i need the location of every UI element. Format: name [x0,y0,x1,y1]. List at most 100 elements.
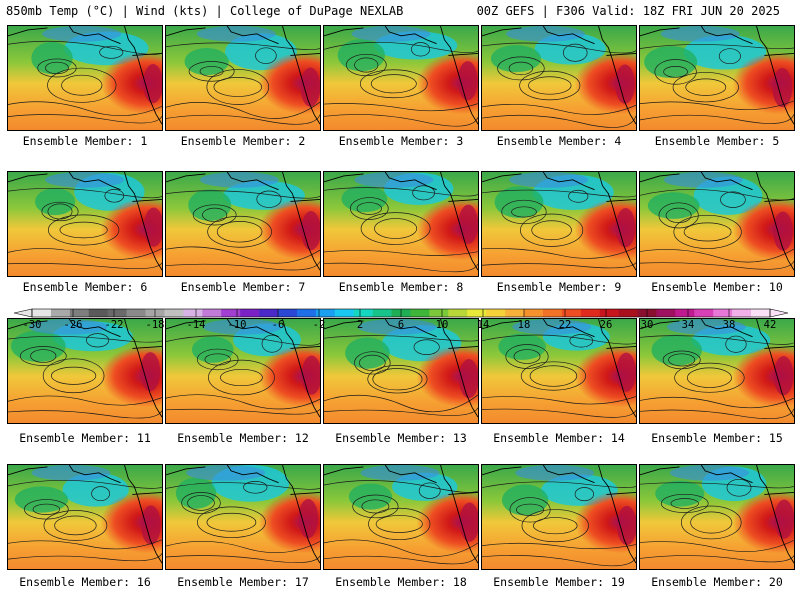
colorbar-tick-label: 10 [436,319,449,331]
colorbar-tick-label: 42 [764,319,777,331]
colorbar-tick-label: -26 [64,319,83,331]
colorbar-swatch [524,309,544,317]
colorbar-swatch [240,309,260,317]
ensemble-member-map [639,171,795,277]
ensemble-member-label: Ensemble Member: 5 [654,134,780,148]
colorbar-swatch [107,309,127,317]
ensemble-member-map [481,25,637,131]
ensemble-member-map [323,318,479,424]
colorbar-tick-label: -2 [313,319,326,331]
ensemble-member-label: Ensemble Member: 20 [651,575,783,589]
colorbar-swatch [410,309,430,317]
colorbar-swatch [259,309,279,317]
colorbar-tick-label: -18 [146,319,165,331]
ensemble-member-map [165,171,321,277]
ensemble-member-map [323,464,479,570]
colorbar-swatch [164,309,184,317]
colorbar-max-arrow [769,308,789,318]
colorbar-swatch [126,309,146,317]
ensemble-member-label: Ensemble Member: 9 [496,280,622,294]
colorbar-swatch [675,309,695,317]
colorbar-swatch [50,309,71,317]
colorbar-tick-label: 30 [641,319,654,331]
colorbar-swatch [315,309,336,317]
colorbar-swatch [221,309,241,317]
colorbar-swatch [202,309,222,317]
ensemble-member-map [639,25,795,131]
colorbar-tick-label: -14 [187,319,206,331]
colorbar-swatch [580,309,600,317]
ensemble-member-label: Ensemble Member: 19 [493,575,625,589]
temperature-colorbar: -30 -26 -22 -18 -14 -10 -6 -2 2 6 10 14 18 22 26 30 34 38… [13,308,789,331]
ensemble-member-label: Ensemble Member: 8 [338,280,464,294]
colorbar-swatch [599,309,619,317]
ensemble-member-map [165,25,321,131]
colorbar-swatch [561,309,582,317]
colorbar-swatch [353,309,373,317]
colorbar-swatch [618,309,638,317]
colorbar-swatch [183,309,203,317]
colorbar-swatch [751,309,771,317]
colorbar-tick-label: 2 [357,319,363,331]
ensemble-member-map [7,318,163,424]
colorbar-tick-label: 38 [723,319,736,331]
colorbar-tick-label: -10 [228,319,247,331]
ensemble-member-label: Ensemble Member: 6 [22,280,148,294]
colorbar-tick-label: 6 [398,319,404,331]
colorbar-swatch [32,309,52,317]
colorbar-swatch [713,309,733,317]
colorbar-swatch [486,309,506,317]
colorbar-swatch [372,309,392,317]
ensemble-member-map [165,318,321,424]
ensemble-member-map [7,464,163,570]
colorbar-tick-label: -6 [272,319,285,331]
colorbar-swatch [296,309,317,317]
ensemble-member-label: Ensemble Member: 10 [651,280,783,294]
colorbar-swatch [429,309,449,317]
ensemble-member-map [639,318,795,424]
colorbar-swatch [278,309,298,317]
ensemble-member-map [323,25,479,131]
colorbar-swatch [448,309,468,317]
colorbar-tick-label: -22 [105,319,124,331]
colorbar-tick-label: 34 [682,319,695,331]
ensemble-member-label: Ensemble Member: 17 [177,575,309,589]
ensemble-member-map [481,464,637,570]
ensemble-member-label: Ensemble Member: 2 [180,134,306,148]
ensemble-member-map [7,171,163,277]
colorbar-swatch [467,309,487,317]
ensemble-member-map [7,25,163,131]
colorbar-min-arrow [13,308,33,318]
ensemble-member-label: Ensemble Member: 18 [335,575,467,589]
colorbar-tick-label: 18 [518,319,531,331]
colorbar-swatch [542,309,563,317]
ensemble-member-label: Ensemble Member: 7 [180,280,306,294]
colorbar-swatch [694,309,714,317]
ensemble-member-map [639,464,795,570]
colorbar-swatch [334,309,354,317]
colorbar-tick-label: 14 [477,319,490,331]
colorbar-swatch [656,309,676,317]
ensemble-member-map [323,171,479,277]
ensemble-member-label: Ensemble Member: 16 [19,575,151,589]
ensemble-member-label: Ensemble Member: 1 [22,134,148,148]
colorbar-tick-label: 26 [600,319,613,331]
ensemble-member-label: Ensemble Member: 15 [651,431,783,445]
ensemble-member-label: Ensemble Member: 13 [335,431,467,445]
ensemble-member-map [481,171,637,277]
ensemble-member-label: Ensemble Member: 11 [19,431,151,445]
ensemble-member-map [165,464,321,570]
colorbar-tick-label: -30 [23,319,42,331]
colorbar-swatch [732,309,752,317]
colorbar-tick-label: 22 [559,319,572,331]
header-title: 850mb Temp (°C) | Wind (kts) | College o… [6,4,404,18]
ensemble-member-label: Ensemble Member: 3 [338,134,464,148]
colorbar-swatch [505,309,525,317]
ensemble-member-label: Ensemble Member: 14 [493,431,625,445]
colorbar-swatch [69,309,90,317]
ensemble-member-label: Ensemble Member: 12 [177,431,309,445]
ensemble-member-map [481,318,637,424]
header-run-info: 00Z GEFS | F306 Valid: 18Z FRI JUN 20 20… [476,4,780,18]
ensemble-member-label: Ensemble Member: 4 [496,134,622,148]
colorbar-swatch [88,309,108,317]
